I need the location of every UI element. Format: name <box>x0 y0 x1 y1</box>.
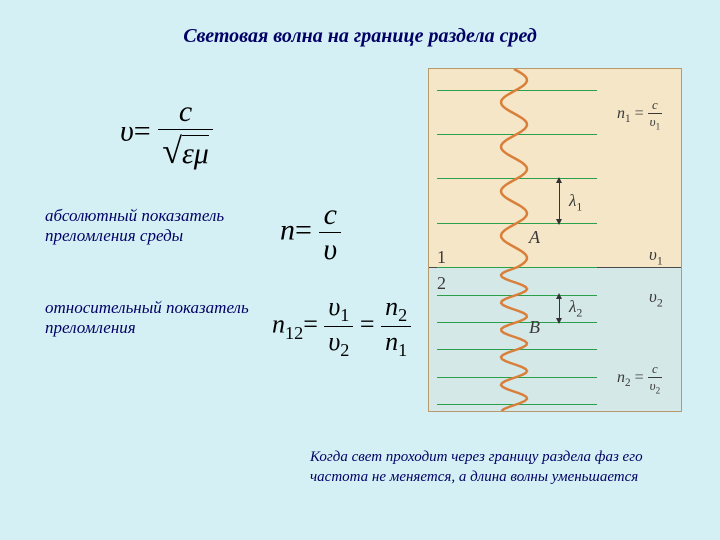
region2-label: 2 <box>437 273 446 294</box>
v2-label: υ2 <box>649 287 663 310</box>
label-absolute: абсолютный показатель преломления среды <box>45 206 245 247</box>
formula-velocity: υ= c √εμ <box>120 95 213 172</box>
n1-equation: n1 = c υ1 <box>617 97 662 132</box>
label-B: B <box>529 317 540 338</box>
label-A: A <box>529 227 540 248</box>
region1-label: 1 <box>437 247 446 268</box>
lambda1-label: λ1 <box>569 191 582 214</box>
v1-label: υ1 <box>649 245 663 268</box>
formula-n: n= c υ <box>280 198 341 267</box>
formula-n12: n12= υ1 υ2 = n2 n1 <box>272 292 411 361</box>
lambda1-arrow <box>559 179 560 223</box>
n2-equation: n2 = c υ2 <box>617 361 662 396</box>
wave-diagram: λ1 λ2 A B 1 2 υ1 υ2 n1 = c υ1 n2 = c υ2 <box>428 68 682 412</box>
label-relative: относительный показатель преломления <box>45 298 255 339</box>
lambda2-label: λ2 <box>569 297 582 320</box>
page-title: Световая волна на границе раздела сред <box>0 0 720 48</box>
bottom-note: Когда свет проходит через границу раздел… <box>310 448 650 487</box>
